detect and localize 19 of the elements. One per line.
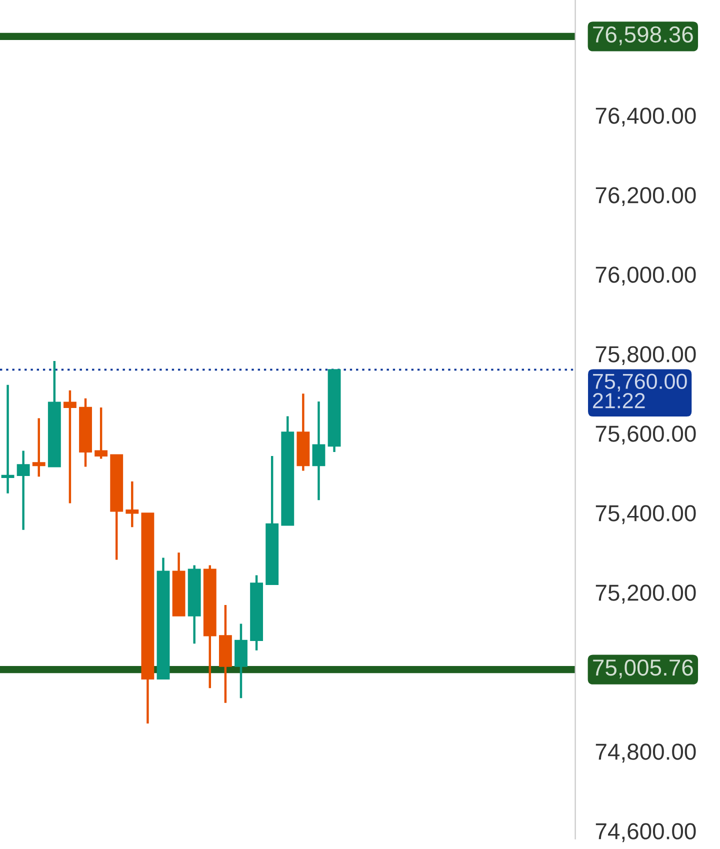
candlestick <box>32 417 46 478</box>
candlestick <box>16 450 30 532</box>
candlestick <box>126 480 139 528</box>
y-tick-label: 75,200.00 <box>596 584 696 604</box>
y-tick-label: 75,800.00 <box>596 346 696 366</box>
y-tick-label: 76,400.00 <box>596 108 696 127</box>
y-tick-label: 75,400.00 <box>596 505 696 524</box>
candlestick <box>94 406 108 460</box>
y-tick-label: 76,000.00 <box>596 266 696 286</box>
candlestick <box>312 400 326 502</box>
candlestick <box>64 389 76 504</box>
ref-line-label: 75,760.00 21:22 <box>593 374 687 408</box>
candlestick <box>1 384 14 494</box>
ref-line-label: 76,598.36 <box>593 26 693 46</box>
y-tick-label: 75,600.00 <box>596 426 696 445</box>
y-tick-label: 74,800.00 <box>596 744 696 763</box>
ref-line-label: 75,005.76 <box>593 659 693 678</box>
y-tick-label: 74,600.00 <box>596 823 696 842</box>
y-tick-label: 76,200.00 <box>596 187 696 206</box>
